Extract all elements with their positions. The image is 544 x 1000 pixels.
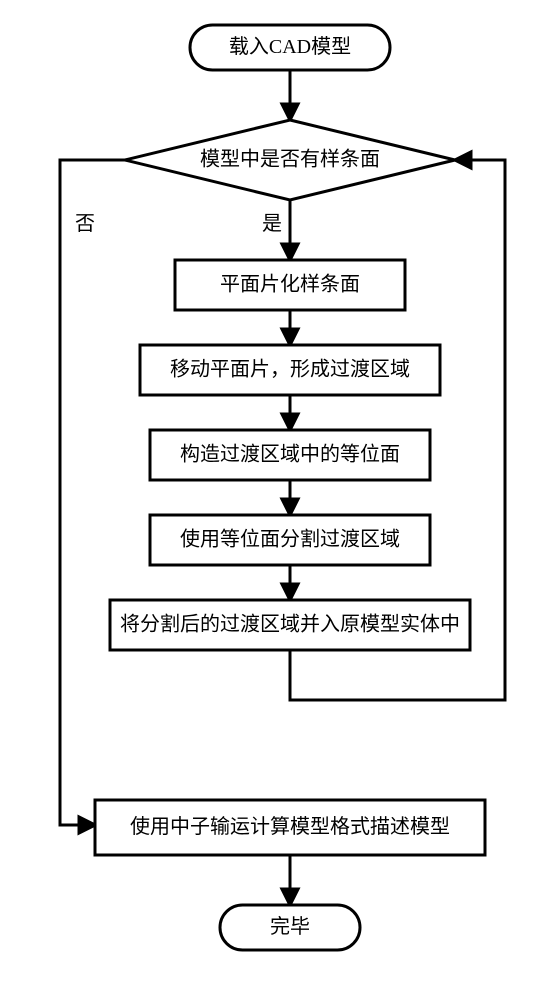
node-step1: 平面片化样条面 (175, 260, 405, 310)
node-label-decision: 模型中是否有样条面 (200, 148, 380, 171)
node-start: 载入CAD模型 (190, 25, 390, 70)
node-decision: 模型中是否有样条面 (125, 120, 455, 200)
node-step6: 使用中子输运计算模型格式描述模型 (95, 800, 485, 855)
node-label-step5: 将分割后的过渡区域并入原模型实体中 (120, 613, 460, 636)
node-label-end: 完毕 (270, 915, 310, 938)
node-label-step2: 移动平面片，形成过渡区域 (170, 358, 410, 381)
node-label-step4: 使用等位面分割过渡区域 (180, 528, 400, 551)
node-step5: 将分割后的过渡区域并入原模型实体中 (110, 600, 470, 650)
edge-label: 是 (262, 213, 282, 235)
node-label-step6: 使用中子输运计算模型格式描述模型 (130, 815, 450, 838)
node-label-step1: 平面片化样条面 (220, 273, 360, 296)
edge-label: 否 (75, 213, 95, 235)
node-end: 完毕 (220, 905, 360, 950)
node-label-start: 载入CAD模型 (229, 35, 351, 58)
node-step2: 移动平面片，形成过渡区域 (140, 345, 440, 395)
edge (60, 160, 125, 825)
node-label-step3: 构造过渡区域中的等位面 (180, 443, 400, 466)
node-step3: 构造过渡区域中的等位面 (150, 430, 430, 480)
node-step4: 使用等位面分割过渡区域 (150, 515, 430, 565)
